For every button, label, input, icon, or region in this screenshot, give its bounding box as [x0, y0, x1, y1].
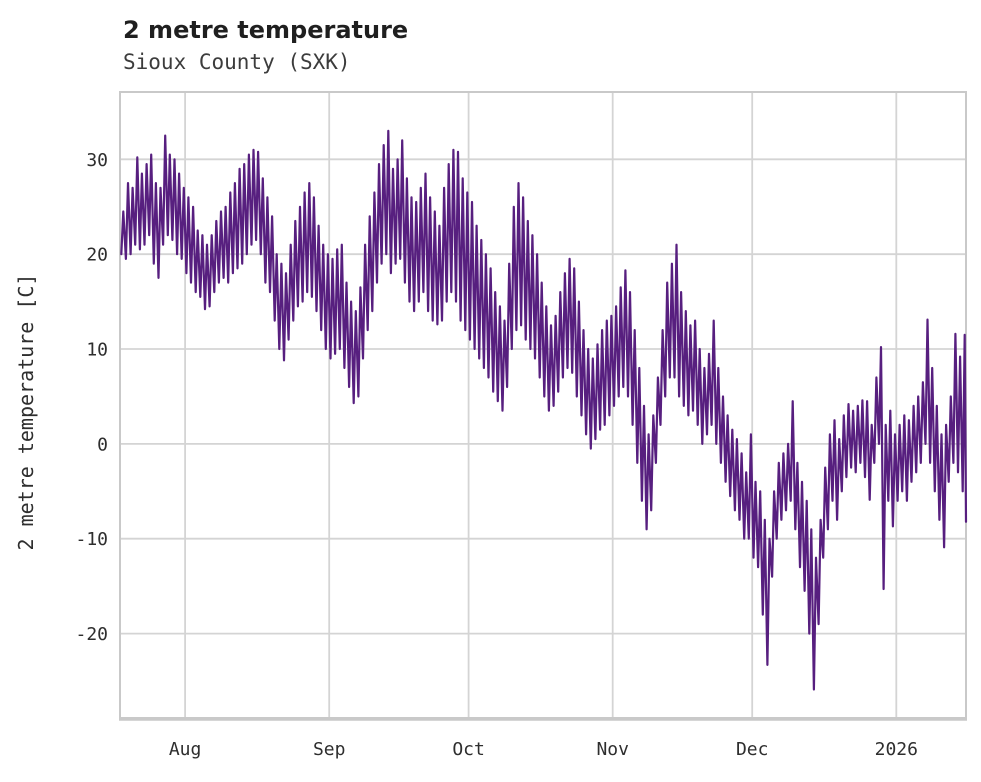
y-tick-label: 20 — [86, 245, 108, 266]
x-tick-label: Aug — [169, 739, 202, 760]
x-tick-label: Nov — [596, 739, 629, 760]
x-tick-label: Sep — [313, 739, 346, 760]
y-tick-label: 10 — [86, 340, 108, 361]
y-tick-label: 30 — [86, 150, 108, 171]
x-tick-label: Dec — [736, 739, 769, 760]
chart-subtitle: Sioux County (SXK) — [123, 50, 351, 74]
x-tick-label: 2026 — [875, 739, 918, 760]
x-tick-label: Oct — [452, 739, 485, 760]
chart-title: 2 metre temperature — [123, 16, 409, 44]
plot-border — [119, 91, 967, 719]
y-tick-label: -20 — [75, 624, 108, 645]
y-tick-label: 0 — [97, 434, 108, 455]
temperature-line — [120, 129, 968, 691]
y-tick-label: -10 — [75, 529, 108, 550]
